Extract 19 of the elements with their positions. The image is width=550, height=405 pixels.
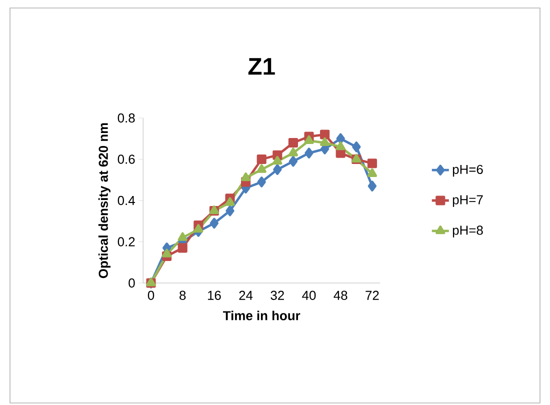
y-tick-label: 0.2 (118, 237, 135, 246)
x-tick-label: 8 (180, 290, 186, 300)
y-tick-label: 0.4 (118, 196, 135, 206)
x-tick-label: 0 (148, 290, 154, 300)
x-tick-label: 16 (208, 290, 221, 300)
chart-title: Z1 (248, 58, 275, 75)
x-axis-title: Time in hour (223, 310, 300, 320)
y-tick-label: 0.8 (118, 113, 135, 123)
x-tick-label: 40 (302, 290, 316, 300)
y-axis-title: Optical density at 620 nm (98, 123, 110, 278)
x-tick-label: 48 (334, 290, 348, 300)
y-tick-label: 0.6 (118, 154, 135, 164)
legend-label: pH=8 (452, 226, 483, 238)
x-tick-label: 32 (270, 290, 284, 300)
legend-label: pH=7 (452, 195, 483, 207)
x-tick-label: 24 (239, 290, 253, 300)
x-tick-label: 72 (366, 290, 379, 300)
legend-label: pH=6 (452, 164, 483, 177)
y-tick-label: 0 (128, 278, 135, 288)
